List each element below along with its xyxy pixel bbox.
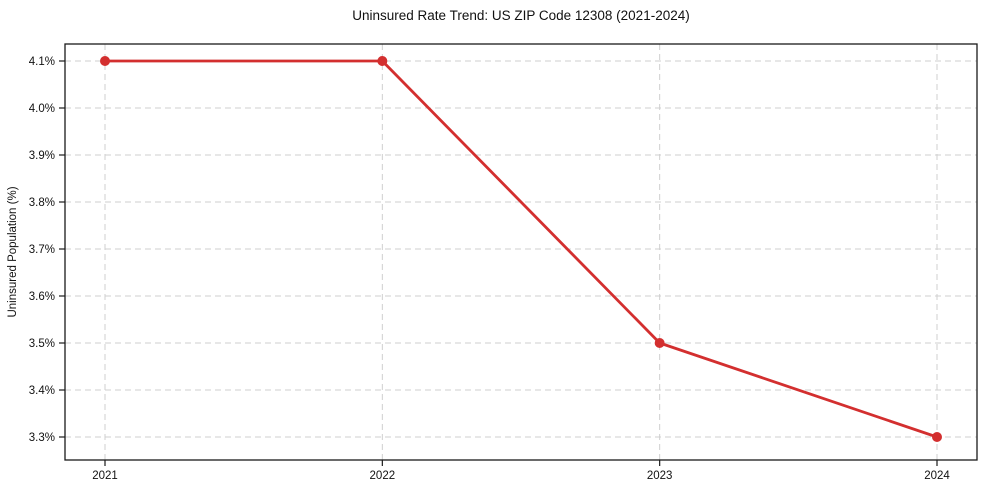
- data-point-2021: [100, 56, 110, 66]
- y-tick-label: 3.8%: [29, 197, 55, 209]
- x-tick-label: 2023: [647, 470, 673, 482]
- y-tick-label: 3.9%: [29, 150, 55, 162]
- x-tick-label: 2024: [924, 470, 950, 482]
- y-tick-label: 4.0%: [29, 103, 55, 115]
- x-tick-label: 2021: [92, 470, 118, 482]
- y-tick-label: 3.5%: [29, 338, 55, 350]
- y-tick-label: 4.1%: [29, 56, 55, 68]
- chart-title: Uninsured Rate Trend: US ZIP Code 12308 …: [352, 8, 690, 23]
- data-point-2022: [377, 56, 388, 66]
- plot-border: [64, 43, 978, 461]
- y-tick-label: 3.4%: [29, 385, 55, 397]
- data-point-2023: [654, 338, 665, 348]
- data-point-2024: [932, 432, 942, 442]
- y-tick-label: 3.6%: [29, 291, 55, 303]
- y-tick-label: 3.3%: [29, 432, 55, 444]
- x-tick-label: 2022: [370, 470, 396, 482]
- y-tick-label: 3.7%: [29, 244, 55, 256]
- trend-line: [103, 59, 939, 439]
